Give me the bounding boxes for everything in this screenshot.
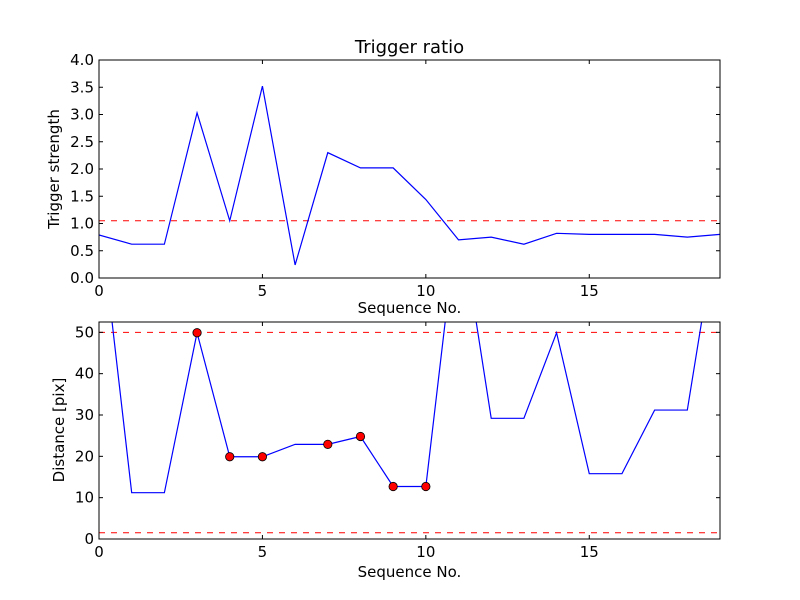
bottom-plot-area — [99, 322, 720, 534]
top-x-axis-label: Sequence No. — [358, 299, 462, 317]
bottom-y-tick-label: 30 — [75, 406, 94, 424]
bottom-y-tick-label: 40 — [75, 365, 94, 383]
top-chart-title: Trigger ratio — [354, 37, 464, 58]
bottom-x-tick-label: 10 — [416, 543, 435, 561]
bottom-subplot: Sequence No. Distance [pix] 0 5 10 15 0 10 20 3… — [50, 321, 721, 581]
top-subplot: Trigger ratio Sequence No. Trigger stren… — [45, 37, 721, 317]
top-x-tick-label: 15 — [580, 282, 599, 300]
bottom-x-tick-label: 0 — [94, 543, 104, 561]
bottom-data-point — [257, 452, 268, 462]
top-y-tick-label: 1.0 — [70, 215, 94, 233]
bottom-data-point — [323, 439, 333, 449]
bottom-y-tick-label: 50 — [75, 323, 94, 341]
bottom-x-tick-label: 15 — [580, 543, 599, 561]
top-y-tick-label: 0.5 — [70, 242, 94, 260]
top-x-tick-label: 0 — [94, 282, 104, 300]
top-y-tick-label: 2.5 — [70, 133, 94, 151]
top-series-line-0 — [99, 86, 720, 266]
bottom-y-tick-label: 0 — [84, 530, 94, 548]
bottom-axes-frame — [98, 321, 721, 540]
top-y-tick-label: 3.5 — [70, 78, 94, 96]
bottom-data-point — [225, 452, 235, 462]
bottom-y-tick-label: 10 — [75, 489, 94, 507]
top-x-tick-label: 5 — [258, 282, 268, 300]
bottom-x-tick-label: 5 — [258, 543, 268, 561]
top-plot-area — [99, 86, 720, 266]
top-y-tick-label: 2.0 — [70, 160, 94, 178]
top-plot-background — [99, 60, 720, 278]
top-y-axis-label: Trigger strength — [45, 109, 63, 230]
bottom-data-point — [192, 328, 202, 338]
bottom-data-point — [421, 481, 431, 492]
bottom-y-tick-label: 20 — [75, 447, 94, 465]
bottom-plot-background — [99, 322, 720, 539]
top-y-tick-label: 1.5 — [70, 187, 94, 205]
bottom-x-axis-label: Sequence No. — [358, 563, 462, 581]
top-x-tick-label: 10 — [416, 282, 435, 300]
top-y-tick-label: 0.0 — [70, 269, 94, 287]
bottom-series-line-0 — [111, 322, 703, 494]
bottom-data-point — [388, 481, 398, 492]
top-y-tick-label: 4.0 — [70, 51, 94, 69]
bottom-y-axis-label: Distance [pix] — [50, 378, 68, 483]
top-y-tick-label: 3.0 — [70, 106, 94, 124]
bottom-data-point — [355, 431, 366, 442]
